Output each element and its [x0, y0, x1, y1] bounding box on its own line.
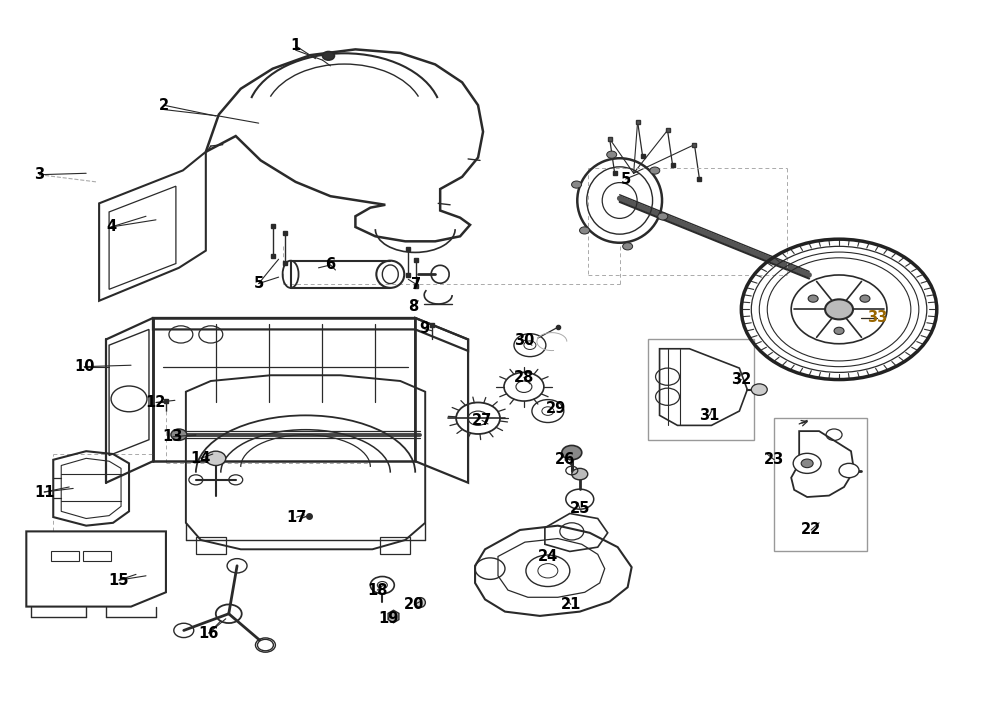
Text: 27: 27 — [472, 413, 492, 428]
Text: 31: 31 — [699, 408, 720, 423]
Text: 7: 7 — [411, 277, 421, 292]
Text: 6: 6 — [325, 257, 336, 273]
Text: 20: 20 — [404, 597, 424, 612]
Text: 8: 8 — [408, 299, 418, 314]
Text: 2: 2 — [159, 98, 169, 113]
Circle shape — [793, 453, 821, 473]
Circle shape — [572, 181, 582, 188]
Circle shape — [839, 463, 859, 477]
Circle shape — [650, 167, 660, 174]
Text: 15: 15 — [109, 572, 129, 587]
Text: 1: 1 — [290, 38, 301, 53]
Text: 12: 12 — [146, 395, 166, 410]
Text: 30: 30 — [514, 333, 534, 348]
Text: 4: 4 — [106, 219, 116, 234]
Circle shape — [623, 243, 633, 250]
Text: 5: 5 — [254, 276, 264, 291]
Text: 28: 28 — [514, 370, 534, 385]
Text: 33: 33 — [867, 311, 887, 326]
Circle shape — [801, 459, 813, 467]
Text: 22: 22 — [801, 523, 821, 538]
Text: 3: 3 — [34, 168, 44, 182]
Text: 32: 32 — [731, 372, 751, 387]
Text: 9: 9 — [419, 321, 429, 336]
Text: 29: 29 — [546, 400, 566, 416]
Text: 24: 24 — [538, 549, 558, 564]
Circle shape — [825, 299, 853, 319]
Text: 18: 18 — [367, 582, 388, 597]
Text: 5: 5 — [621, 172, 631, 186]
Text: 11: 11 — [34, 485, 55, 500]
Circle shape — [751, 384, 767, 395]
Text: 14: 14 — [191, 451, 211, 466]
Circle shape — [834, 327, 844, 334]
Circle shape — [171, 429, 187, 441]
Text: 13: 13 — [163, 429, 183, 444]
Text: 21: 21 — [561, 597, 581, 612]
Circle shape — [257, 639, 273, 651]
Text: 23: 23 — [764, 452, 784, 467]
Text: 25: 25 — [570, 501, 590, 516]
Text: 19: 19 — [378, 611, 398, 626]
Text: 17: 17 — [286, 510, 307, 525]
Circle shape — [808, 295, 818, 302]
Circle shape — [607, 151, 617, 158]
Text: 16: 16 — [199, 626, 219, 641]
Circle shape — [322, 52, 334, 60]
Circle shape — [658, 213, 668, 220]
Circle shape — [860, 295, 870, 302]
Circle shape — [206, 452, 226, 465]
Text: 10: 10 — [74, 360, 94, 374]
Circle shape — [572, 468, 588, 480]
Text: 26: 26 — [555, 452, 575, 467]
Circle shape — [562, 446, 582, 459]
Circle shape — [580, 226, 590, 234]
